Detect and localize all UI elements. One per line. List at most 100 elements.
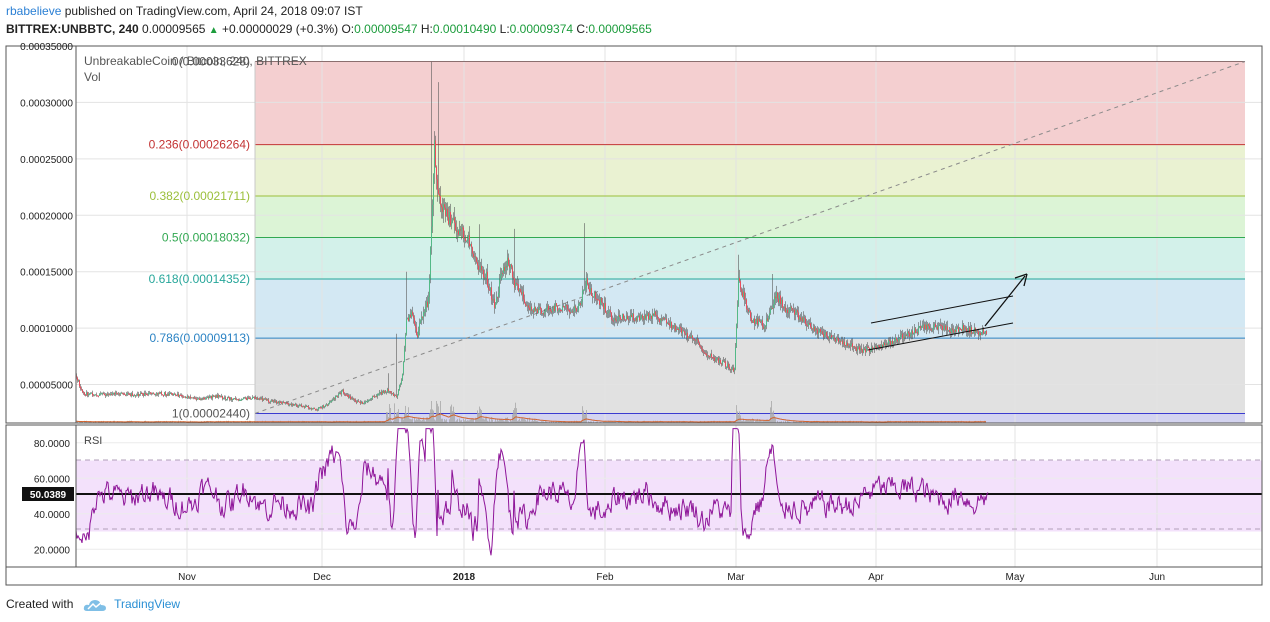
candle-body (682, 330, 683, 334)
volume-bar (316, 421, 317, 423)
candle-body (789, 309, 790, 313)
candle-body (532, 310, 533, 312)
candle-body (731, 369, 732, 371)
volume-bar (801, 421, 802, 423)
volume-bar (462, 421, 463, 423)
candle-body (960, 328, 961, 330)
candle-body (207, 397, 208, 399)
candle-body (127, 393, 128, 395)
candle-body (141, 392, 142, 394)
volume-bar (171, 421, 172, 423)
candle-body (514, 278, 515, 288)
channel-lower-line[interactable] (867, 322, 1014, 351)
candle-body (79, 380, 80, 387)
candle-body (206, 397, 207, 399)
candle-body (648, 313, 649, 320)
channel-upper-line[interactable] (870, 295, 1014, 324)
candle-body (123, 393, 124, 395)
volume-bar (274, 421, 275, 423)
candle-body (187, 396, 188, 398)
volume-bar (794, 421, 795, 423)
candle-body (687, 332, 688, 339)
fib-level-label: 0.786(0.00009113) (149, 331, 250, 345)
candle-body (891, 340, 892, 345)
volume-bar (834, 421, 835, 423)
fib-level-lines (254, 60, 1245, 423)
volume-bar (415, 420, 416, 423)
candle-body (77, 377, 78, 381)
candle-body (328, 403, 329, 406)
candle-body (888, 339, 889, 344)
author-name[interactable]: rbabelieve (6, 4, 62, 18)
candle-body (436, 166, 437, 180)
up-arrow-icon: ▲ (208, 25, 219, 36)
volume-bar (451, 404, 452, 423)
volume-bar (471, 418, 472, 423)
candle-body (385, 390, 386, 393)
volume-bar (737, 411, 738, 423)
projection-arrow-line[interactable] (984, 275, 1026, 327)
volume-bar (480, 408, 481, 423)
candle-body (595, 292, 596, 299)
candle-body (183, 396, 184, 398)
candle-body (263, 398, 264, 401)
candle-body (96, 394, 97, 396)
fib-band (255, 413, 1245, 423)
fib-trend-line[interactable] (254, 61, 1246, 414)
volume-bar (932, 421, 933, 423)
volume-bar (470, 419, 471, 423)
candle-body (433, 173, 434, 205)
candle-body (810, 323, 811, 327)
candle-body (715, 359, 716, 362)
candle-body (418, 330, 419, 338)
candle-body (293, 404, 294, 406)
candle-body (894, 340, 895, 342)
candle-body (346, 394, 347, 396)
volume-bar (926, 421, 927, 423)
volume-bar (742, 420, 743, 423)
candle-body (365, 401, 366, 403)
candle-body (233, 398, 234, 400)
candle-body (904, 336, 905, 338)
candle-body (697, 338, 698, 341)
volume-bar (751, 420, 752, 423)
candle-body (519, 289, 520, 292)
candle-body (89, 393, 90, 395)
volume-bar (495, 418, 496, 423)
candle-body (686, 332, 687, 336)
candle-body (169, 393, 170, 396)
volume-bar (483, 418, 484, 423)
candle-body (876, 346, 877, 348)
low-label: L: (499, 22, 510, 36)
tradingview-brand-link[interactable]: TradingView (114, 597, 181, 611)
volume-bar (779, 421, 780, 423)
candle-body (877, 345, 878, 348)
candle-body (757, 318, 758, 325)
candle-body (887, 343, 888, 345)
rsi-line[interactable] (75, 428, 989, 556)
candle-body (703, 351, 704, 353)
volume-bar (826, 421, 827, 423)
volume-bar (689, 421, 690, 423)
candle-body (925, 324, 926, 329)
candle-body (833, 337, 834, 339)
candle-body (567, 305, 568, 310)
candle-body (776, 292, 777, 299)
candle-body (278, 401, 279, 404)
candle-body (620, 316, 621, 320)
volume-bar (514, 408, 515, 423)
candle-body (294, 404, 295, 406)
candle-body (105, 395, 106, 397)
candle-body (755, 322, 756, 325)
candle-body (475, 256, 476, 258)
candle-body (569, 309, 570, 313)
candle-body (683, 330, 684, 332)
candle-body (271, 400, 272, 402)
volume-bar (463, 418, 464, 423)
volume-bar (162, 421, 163, 423)
candle-body (705, 353, 706, 355)
time-tick-label: Jun (1149, 572, 1165, 583)
candle-body (274, 400, 275, 402)
candle-body (138, 393, 139, 397)
